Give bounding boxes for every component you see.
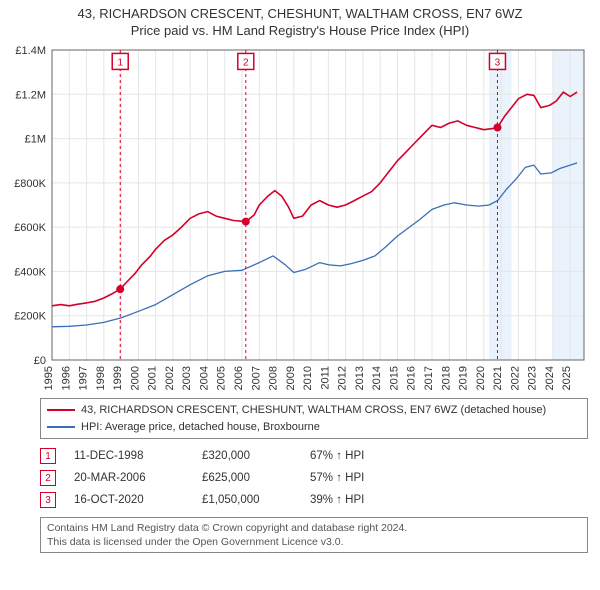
chart-area: £0 £200K £400K £600K £800K £1M £1.2M £1.4M 1995 1… xyxy=(4,42,592,392)
svg-text:1: 1 xyxy=(117,57,123,68)
sales-table: 1 11-DEC-1998 £320,000 67% ↑ HPI 2 20-MAR-200… xyxy=(40,445,588,511)
legend-box: 43, RICHARDSON CRESCENT, CHESHUNT, WALTH… xyxy=(40,398,588,439)
svg-text:3: 3 xyxy=(495,57,501,68)
chart-subtitle: Price paid vs. HM Land Registry's House … xyxy=(10,23,590,38)
sale-date: 20-MAR-2006 xyxy=(74,472,184,484)
sale-vs-hpi: 39% ↑ HPI xyxy=(310,494,420,506)
svg-text:2006: 2006 xyxy=(233,366,245,390)
svg-text:£600K: £600K xyxy=(14,222,46,234)
sale-row: 3 16-OCT-2020 £1,050,000 39% ↑ HPI xyxy=(40,489,588,511)
sale-marker: 3 xyxy=(40,492,56,508)
chart-title: 43, RICHARDSON CRESCENT, CHESHUNT, WALTH… xyxy=(10,6,590,21)
svg-text:£200K: £200K xyxy=(14,311,46,323)
chart-header: 43, RICHARDSON CRESCENT, CHESHUNT, WALTH… xyxy=(0,0,600,42)
svg-text:2022: 2022 xyxy=(509,366,521,390)
svg-text:2002: 2002 xyxy=(164,366,176,390)
svg-text:£400K: £400K xyxy=(14,266,46,278)
svg-text:2014: 2014 xyxy=(371,366,383,390)
sale-price: £320,000 xyxy=(202,450,292,462)
svg-text:2017: 2017 xyxy=(423,366,435,390)
svg-text:2012: 2012 xyxy=(337,366,349,390)
svg-text:1998: 1998 xyxy=(95,366,107,390)
svg-text:2004: 2004 xyxy=(198,366,210,390)
sale-vs-hpi: 67% ↑ HPI xyxy=(310,450,420,462)
svg-text:2010: 2010 xyxy=(302,366,314,390)
legend-swatch xyxy=(47,409,75,411)
sale-price: £625,000 xyxy=(202,472,292,484)
legend-label: 43, RICHARDSON CRESCENT, CHESHUNT, WALTH… xyxy=(81,402,546,419)
svg-text:2025: 2025 xyxy=(561,366,573,390)
svg-text:£800K: £800K xyxy=(14,178,46,190)
sale-vs-hpi: 57% ↑ HPI xyxy=(310,472,420,484)
svg-text:2009: 2009 xyxy=(285,366,297,390)
sale-row: 2 20-MAR-2006 £625,000 57% ↑ HPI xyxy=(40,467,588,489)
svg-text:1999: 1999 xyxy=(112,366,124,390)
sale-price: £1,050,000 xyxy=(202,494,292,506)
legend-label: HPI: Average price, detached house, Brox… xyxy=(81,419,320,436)
svg-text:2: 2 xyxy=(243,57,249,68)
svg-text:2001: 2001 xyxy=(147,366,159,390)
svg-text:2021: 2021 xyxy=(492,366,504,390)
price-chart: £0 £200K £400K £600K £800K £1M £1.2M £1.4M 1995 1… xyxy=(4,42,592,392)
svg-text:£0: £0 xyxy=(34,355,46,367)
svg-text:1995: 1995 xyxy=(43,366,55,390)
svg-text:2005: 2005 xyxy=(216,366,228,390)
legend-swatch xyxy=(47,426,75,428)
attribution-line: This data is licensed under the Open Gov… xyxy=(47,535,581,549)
svg-text:£1.4M: £1.4M xyxy=(15,45,46,57)
svg-text:2015: 2015 xyxy=(388,366,400,390)
svg-text:2023: 2023 xyxy=(527,366,539,390)
svg-text:2008: 2008 xyxy=(268,366,280,390)
svg-text:2007: 2007 xyxy=(250,366,262,390)
svg-text:1996: 1996 xyxy=(60,366,72,390)
legend-item: 43, RICHARDSON CRESCENT, CHESHUNT, WALTH… xyxy=(47,402,581,419)
svg-text:2019: 2019 xyxy=(458,366,470,390)
svg-text:2013: 2013 xyxy=(354,366,366,390)
attribution-box: Contains HM Land Registry data © Crown c… xyxy=(40,517,588,553)
svg-text:2016: 2016 xyxy=(406,366,418,390)
svg-text:£1M: £1M xyxy=(25,134,46,146)
svg-text:£1.2M: £1.2M xyxy=(15,89,46,101)
sale-row: 1 11-DEC-1998 £320,000 67% ↑ HPI xyxy=(40,445,588,467)
legend-item: HPI: Average price, detached house, Brox… xyxy=(47,419,581,436)
svg-text:2020: 2020 xyxy=(475,366,487,390)
svg-text:2018: 2018 xyxy=(440,366,452,390)
sale-marker: 1 xyxy=(40,448,56,464)
svg-text:2000: 2000 xyxy=(129,366,141,390)
sale-marker: 2 xyxy=(40,470,56,486)
svg-text:2011: 2011 xyxy=(319,366,331,390)
svg-text:1997: 1997 xyxy=(78,366,90,390)
attribution-line: Contains HM Land Registry data © Crown c… xyxy=(47,521,581,535)
sale-date: 11-DEC-1998 xyxy=(74,450,184,462)
sale-date: 16-OCT-2020 xyxy=(74,494,184,506)
svg-text:2003: 2003 xyxy=(181,366,193,390)
svg-text:2024: 2024 xyxy=(544,366,556,390)
